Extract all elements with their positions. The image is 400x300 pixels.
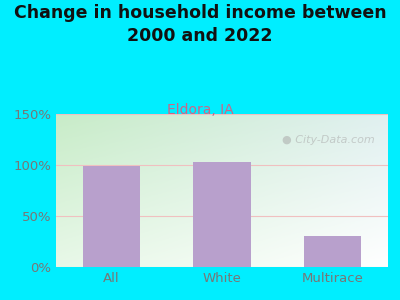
Bar [193, 162, 251, 267]
Bar [82, 166, 140, 267]
Text: Change in household income between
2000 and 2022: Change in household income between 2000 … [14, 4, 386, 45]
Text: ● City-Data.com: ● City-Data.com [282, 135, 374, 145]
Bar [304, 236, 362, 267]
Text: Eldora, IA: Eldora, IA [167, 103, 233, 118]
